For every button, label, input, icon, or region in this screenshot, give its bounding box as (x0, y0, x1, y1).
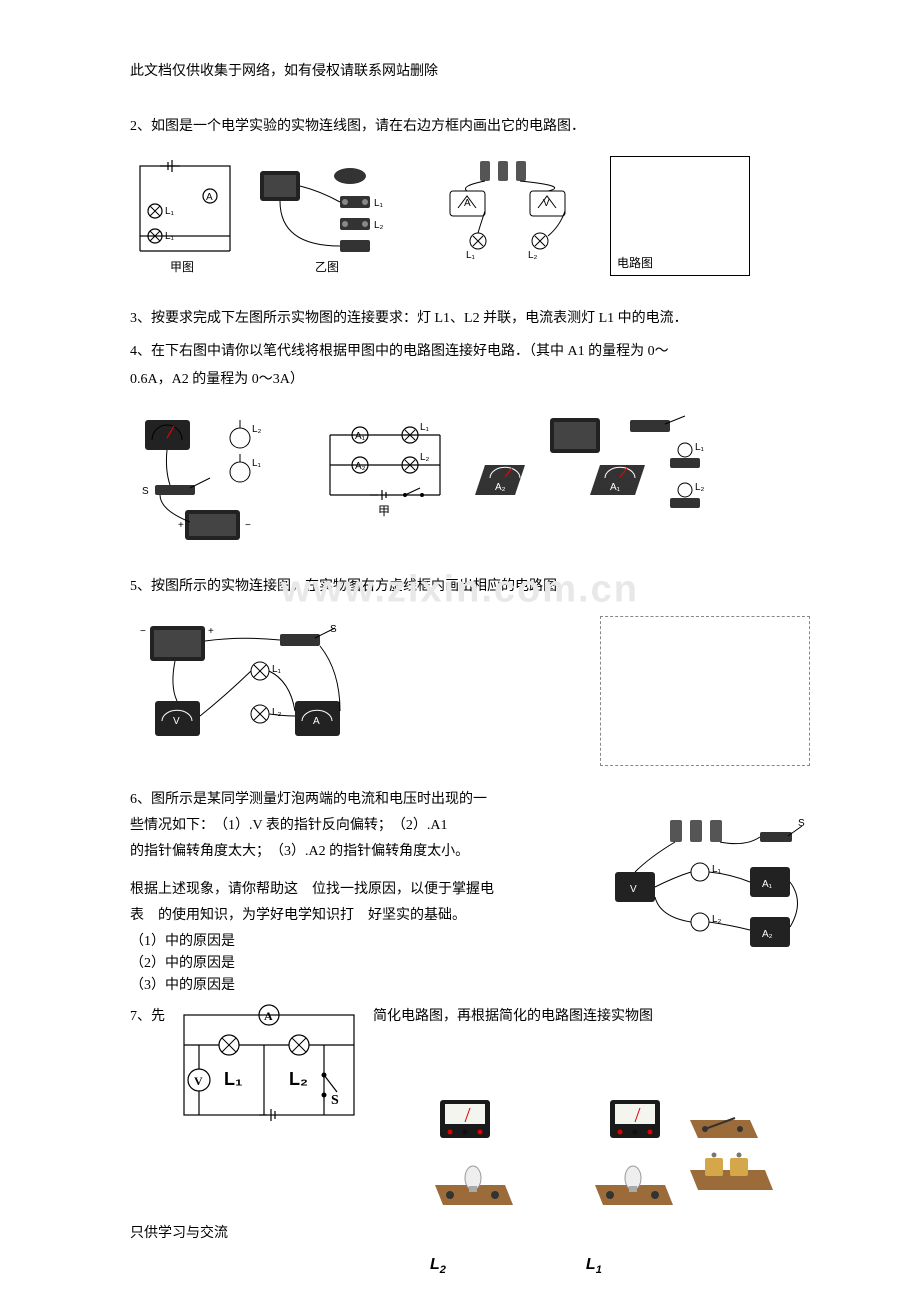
q5-l2-label: L₂ (272, 707, 282, 718)
q6-ans1: （1）中的原因是 (130, 930, 586, 950)
q7-s-label: S (331, 1093, 339, 1108)
schematic3-icon: A V L₁ L₂ S (169, 1000, 369, 1130)
question-6: 6、图所示是某同学测量灯泡两端的电流和电压时出现的一 些情况如下： （1）.V … (130, 788, 810, 996)
q6-c: 的指针偏转角度太大； （3）.A2 的指针偏转角度太小。 (130, 840, 586, 860)
physical-circuit2-icon: A₂ A₁ L₁ L₂ (470, 410, 710, 540)
minus2: − (140, 626, 146, 637)
q2-schematic-jia: A L₁ L₁ 甲图 (130, 156, 240, 286)
physical-circuit4-icon: S V L₁ A₁ L₂ A₂ (600, 812, 810, 972)
q3-l2-label: L₂ (252, 424, 262, 435)
yi-l2-label: L₂ (374, 220, 384, 231)
q7-schematic: A V L₁ L₂ S (169, 1000, 369, 1130)
a1-label: A₁ (355, 431, 366, 442)
yi-l1-label: L₁ (374, 198, 384, 209)
q4-text-a: 4、在下右图中请你以笔代线将根据甲图中的电路图连接好电路．（其中 A1 的量程为… (130, 341, 810, 363)
yi-caption: 乙图 (315, 260, 339, 274)
jia-caption: 甲图 (170, 260, 194, 274)
ammeter-label: A (206, 192, 213, 203)
q5-s-label: S (330, 624, 337, 635)
plus2: + (208, 626, 214, 637)
mid-l1-label: L₁ (420, 422, 430, 433)
jia-cap: 甲 (378, 504, 390, 518)
a-meter-label: A (464, 198, 471, 209)
phys-a2-label: A₂ (495, 482, 506, 493)
q5-text: 5、按图所示的实物连接图，在实物图右方虚线框内画出相应的电路图。 (130, 576, 810, 598)
q4-text-b: 0.6A，A2 的量程为 0～3A） (130, 369, 810, 391)
q6-ans3: （3）中的原因是 (130, 974, 586, 994)
q3-s-label: S (142, 486, 149, 497)
question-3: 3、按要求完成下左图所示实物图的连接要求：灯 L1、L2 并联，电流表测灯 L1… (130, 308, 810, 330)
q6-e: 表 的使用知识，为学好电学知识打 好坚实的基础。 (130, 904, 586, 924)
q7-v-label: V (194, 1074, 203, 1088)
q6-v-label: V (630, 884, 637, 895)
q6-figure: S V L₁ A₁ L₂ A₂ (600, 788, 810, 996)
q3-physical: L₂ L₁ S + − (130, 410, 300, 550)
q6-a1-label: A₁ (762, 879, 773, 890)
box-label: 电路图 (617, 254, 653, 271)
v-meter-label: V (543, 198, 550, 209)
bottom-l1: L1 (586, 1256, 602, 1276)
q6-a: 6、图所示是某同学测量灯泡两端的电流和电压时出现的一 (130, 788, 586, 808)
q5-physical: − + S L₁ L₂ V A (130, 616, 370, 766)
circuit-sketch2-icon: A V L₁ L₂ (420, 156, 600, 286)
l1-label: L₁ (165, 206, 175, 217)
page-header: 此文档仅供收集于网络，如有侵权请联系网站删除 (130, 60, 810, 80)
q7-mid: 简化电路图，再根据简化的电路图连接实物图 (373, 1000, 653, 1028)
phys-a1-label: A₁ (610, 482, 621, 493)
q6-s-label: S (798, 818, 805, 829)
q2-physical-right: A V L₁ L₂ (420, 156, 600, 286)
minus-label: − (245, 520, 251, 531)
phys-l2-label: L₂ (695, 482, 705, 493)
q6-ans2: （2）中的原因是 (130, 952, 586, 972)
q7-l1-label: L₁ (224, 1069, 242, 1089)
a2-label: A₂ (355, 461, 366, 472)
r-l1-label: L₁ (466, 250, 476, 261)
page-footer: 只供学习与交流 (130, 1222, 228, 1242)
q5-answer-box (600, 616, 810, 766)
mid-l2-label: L₂ (420, 452, 430, 463)
question-5: 5、按图所示的实物连接图，在实物图右方虚线框内画出相应的电路图。 (130, 576, 810, 598)
q7-prefix: 7、先 (130, 1000, 165, 1028)
q2-answer-box: 电路图 (610, 156, 750, 276)
q6-a2-label: A₂ (762, 929, 773, 940)
q6-d: 根据上述现象，请你帮助这 位找一找原因，以便于掌握电 (130, 878, 586, 898)
r-l2-label: L₂ (528, 250, 538, 261)
q4-physical: A₂ A₁ L₁ L₂ (470, 410, 710, 540)
q34-figures: L₂ L₁ S + − A₁ L₁ (130, 410, 810, 550)
question-4: 4、在下右图中请你以笔代线将根据甲图中的电路图连接好电路．（其中 A1 的量程为… (130, 341, 810, 392)
q7-l2-label: L₂ (289, 1069, 308, 1089)
schematic2-icon: A₁ L₁ A₂ L₂ 甲 (310, 410, 460, 540)
question-2: 2、如图是一个电学实验的实物连线图，请在右边方框内画出它的电路图． (130, 116, 810, 138)
q7-a-label: A (264, 1009, 273, 1023)
q2-figures: A L₁ L₁ 甲图 L₁ L₂ (130, 156, 810, 286)
q3-text: 3、按要求完成下左图所示实物图的连接要求：灯 L1、L2 并联，电流表测灯 L1… (130, 308, 810, 330)
q4-schematic: A₁ L₁ A₂ L₂ 甲 (310, 410, 460, 540)
bottom-labels: L2 L1 (430, 1256, 602, 1276)
circuit-sketch-icon: L₁ L₂ 乙图 (250, 156, 410, 286)
l1b-label: L₁ (165, 231, 175, 242)
q5-figures: − + S L₁ L₂ V A (130, 616, 810, 766)
q5-v-label: V (173, 716, 180, 727)
phys-l1-label: L₁ (695, 442, 705, 453)
plus-label: + (178, 520, 184, 531)
bottom-l2: L2 (430, 1256, 446, 1276)
q3-l1-label: L₁ (252, 458, 262, 469)
components-icon (420, 1090, 780, 1260)
physical-circuit-icon: L₂ L₁ S + − (130, 410, 300, 550)
q2-physical-yi: L₁ L₂ 乙图 (250, 156, 410, 286)
schematic-icon: A L₁ L₁ 甲图 (130, 156, 240, 286)
q6-b: 些情况如下： （1）.V 表的指针反向偏转； （2）.A1 (130, 814, 586, 834)
q5-a-label: A (313, 716, 320, 727)
q2-text: 2、如图是一个电学实验的实物连线图，请在右边方框内画出它的电路图． (130, 116, 810, 138)
physical-circuit3-icon: − + S L₁ L₂ V A (130, 616, 370, 766)
q7-physical (420, 1090, 780, 1260)
